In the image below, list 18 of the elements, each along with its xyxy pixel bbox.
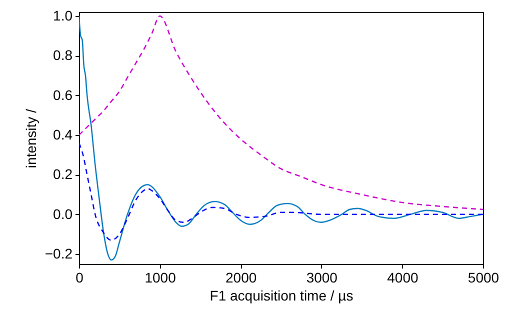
y-tick-label: −0.2 (44, 246, 73, 262)
line-series (79, 15, 483, 261)
line-series (79, 15, 483, 210)
x-tick-label: 4000 (387, 270, 418, 286)
y-tick-label: 0.6 (53, 86, 73, 103)
y-tick-label: 0.4 (53, 126, 73, 143)
y-tick-label: 0.8 (53, 47, 73, 64)
line-series (79, 142, 483, 241)
x-tick-label: 1000 (144, 270, 176, 286)
y-tick-label: 1.0 (53, 7, 73, 24)
x-tick-label: 3000 (306, 270, 338, 286)
x-tick-label: 5000 (468, 270, 500, 286)
x-tick-label: 0 (76, 270, 84, 286)
x-axis-title: F1 acquisition time / µs (210, 288, 354, 304)
x-tick-label: 2000 (226, 270, 257, 286)
y-tick-label: 0.2 (53, 166, 73, 182)
y-axis-title: intensity / (22, 108, 39, 168)
y-tick-label: 0.0 (53, 206, 73, 222)
